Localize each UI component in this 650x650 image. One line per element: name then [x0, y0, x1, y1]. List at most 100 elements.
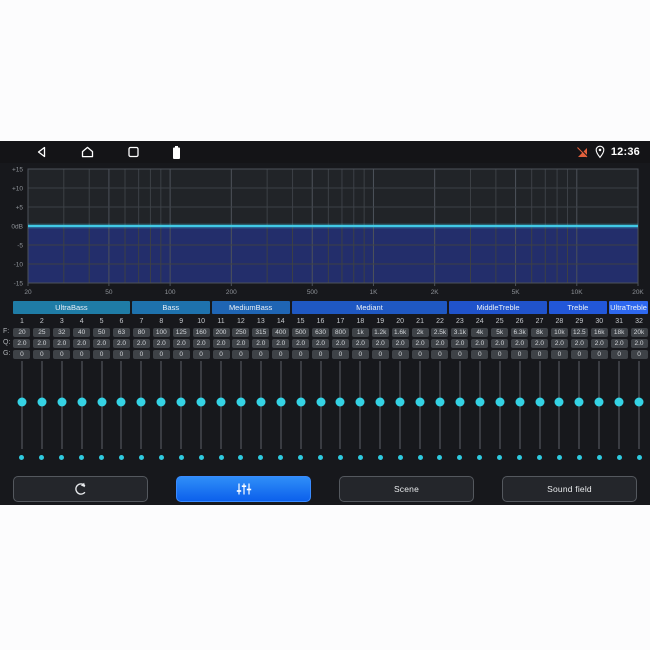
slider-knob[interactable] [156, 397, 166, 407]
band-frequency-value[interactable]: 2.5k [431, 327, 449, 337]
band-frequency-value[interactable]: 12.5 [570, 327, 588, 337]
band-q-value[interactable]: 2.0 [511, 338, 529, 348]
band-q-value[interactable]: 2.0 [172, 338, 190, 348]
band-q-value[interactable]: 2.0 [93, 338, 111, 348]
band-frequency-value[interactable]: 1.2k [371, 327, 389, 337]
band-q-value[interactable]: 2.0 [212, 338, 230, 348]
band-gain-value[interactable]: 0 [53, 349, 71, 359]
band-frequency-value[interactable]: 80 [132, 327, 150, 337]
band-gain-value[interactable]: 0 [451, 349, 469, 359]
slider-knob[interactable] [176, 397, 186, 407]
band-gain-slider[interactable] [589, 361, 609, 449]
band-frequency-value[interactable]: 10k [550, 327, 568, 337]
band-gain-value[interactable]: 0 [590, 349, 608, 359]
band-frequency-value[interactable]: 400 [272, 327, 290, 337]
band-gain-value[interactable]: 0 [112, 349, 130, 359]
band-frequency-value[interactable]: 160 [192, 327, 210, 337]
band-gain-slider[interactable] [171, 361, 191, 449]
band-gain-value[interactable]: 0 [431, 349, 449, 359]
band-gain-value[interactable]: 0 [570, 349, 588, 359]
band-q-value[interactable]: 2.0 [252, 338, 270, 348]
band-q-value[interactable]: 2.0 [570, 338, 588, 348]
band-gain-slider[interactable] [231, 361, 251, 449]
slider-knob[interactable] [316, 397, 326, 407]
band-gain-slider[interactable] [370, 361, 390, 449]
slider-knob[interactable] [435, 397, 445, 407]
band-gain-slider[interactable] [32, 361, 52, 449]
band-gain-slider[interactable] [151, 361, 171, 449]
back-icon[interactable] [35, 145, 48, 159]
band-gain-slider[interactable] [629, 361, 649, 449]
band-gain-slider[interactable] [510, 361, 530, 449]
band-q-value[interactable]: 2.0 [331, 338, 349, 348]
band-frequency-value[interactable]: 200 [212, 327, 230, 337]
band-gain-slider[interactable] [271, 361, 291, 449]
band-q-value[interactable]: 2.0 [610, 338, 628, 348]
band-frequency-value[interactable]: 100 [152, 327, 170, 337]
band-gain-slider[interactable] [470, 361, 490, 449]
band-gain-slider[interactable] [549, 361, 569, 449]
band-gain-value[interactable]: 0 [351, 349, 369, 359]
band-q-value[interactable]: 2.0 [272, 338, 290, 348]
band-gain-value[interactable]: 0 [13, 349, 31, 359]
band-gain-slider[interactable] [131, 361, 151, 449]
band-gain-value[interactable]: 0 [391, 349, 409, 359]
band-frequency-value[interactable]: 5k [491, 327, 509, 337]
band-q-value[interactable]: 2.0 [491, 338, 509, 348]
slider-knob[interactable] [594, 397, 604, 407]
band-gain-value[interactable]: 0 [331, 349, 349, 359]
band-frequency-value[interactable]: 125 [172, 327, 190, 337]
band-q-value[interactable]: 2.0 [531, 338, 549, 348]
band-gain-value[interactable]: 0 [172, 349, 190, 359]
band-gain-slider[interactable] [350, 361, 370, 449]
band-gain-value[interactable]: 0 [610, 349, 628, 359]
band-gain-value[interactable]: 0 [511, 349, 529, 359]
slider-knob[interactable] [116, 397, 126, 407]
band-q-value[interactable]: 2.0 [391, 338, 409, 348]
band-gain-slider[interactable] [52, 361, 72, 449]
band-gain-value[interactable]: 0 [33, 349, 51, 359]
band-q-value[interactable]: 2.0 [471, 338, 489, 348]
band-q-value[interactable]: 2.0 [292, 338, 310, 348]
band-frequency-value[interactable]: 630 [312, 327, 330, 337]
band-q-value[interactable]: 2.0 [371, 338, 389, 348]
band-gain-value[interactable]: 0 [550, 349, 568, 359]
band-gain-slider[interactable] [390, 361, 410, 449]
band-q-value[interactable]: 2.0 [630, 338, 648, 348]
band-gain-value[interactable]: 0 [312, 349, 330, 359]
band-gain-slider[interactable] [291, 361, 311, 449]
slider-knob[interactable] [236, 397, 246, 407]
slider-knob[interactable] [296, 397, 306, 407]
band-gain-slider[interactable] [12, 361, 32, 449]
slider-knob[interactable] [455, 397, 465, 407]
band-frequency-value[interactable]: 250 [232, 327, 250, 337]
slider-knob[interactable] [17, 397, 27, 407]
slider-knob[interactable] [375, 397, 385, 407]
band-gain-value[interactable]: 0 [292, 349, 310, 359]
slider-knob[interactable] [535, 397, 545, 407]
band-frequency-value[interactable]: 4k [471, 327, 489, 337]
band-gain-value[interactable]: 0 [371, 349, 389, 359]
band-gain-slider[interactable] [530, 361, 550, 449]
band-frequency-value[interactable]: 32 [53, 327, 71, 337]
band-frequency-value[interactable]: 3.1k [451, 327, 469, 337]
band-gain-slider[interactable] [609, 361, 629, 449]
band-gain-value[interactable]: 0 [272, 349, 290, 359]
band-gain-slider[interactable] [410, 361, 430, 449]
reset-button[interactable] [13, 476, 148, 502]
band-frequency-value[interactable]: 20 [13, 327, 31, 337]
slider-knob[interactable] [216, 397, 226, 407]
slider-knob[interactable] [475, 397, 485, 407]
band-frequency-value[interactable]: 16k [590, 327, 608, 337]
slider-knob[interactable] [37, 397, 47, 407]
band-gain-value[interactable]: 0 [471, 349, 489, 359]
band-q-value[interactable]: 2.0 [33, 338, 51, 348]
band-gain-slider[interactable] [450, 361, 470, 449]
slider-knob[interactable] [395, 397, 405, 407]
band-gain-slider[interactable] [211, 361, 231, 449]
band-gain-value[interactable]: 0 [93, 349, 111, 359]
band-frequency-value[interactable]: 40 [73, 327, 91, 337]
slider-knob[interactable] [196, 397, 206, 407]
band-q-value[interactable]: 2.0 [351, 338, 369, 348]
scene-button[interactable]: Scene [339, 476, 474, 502]
